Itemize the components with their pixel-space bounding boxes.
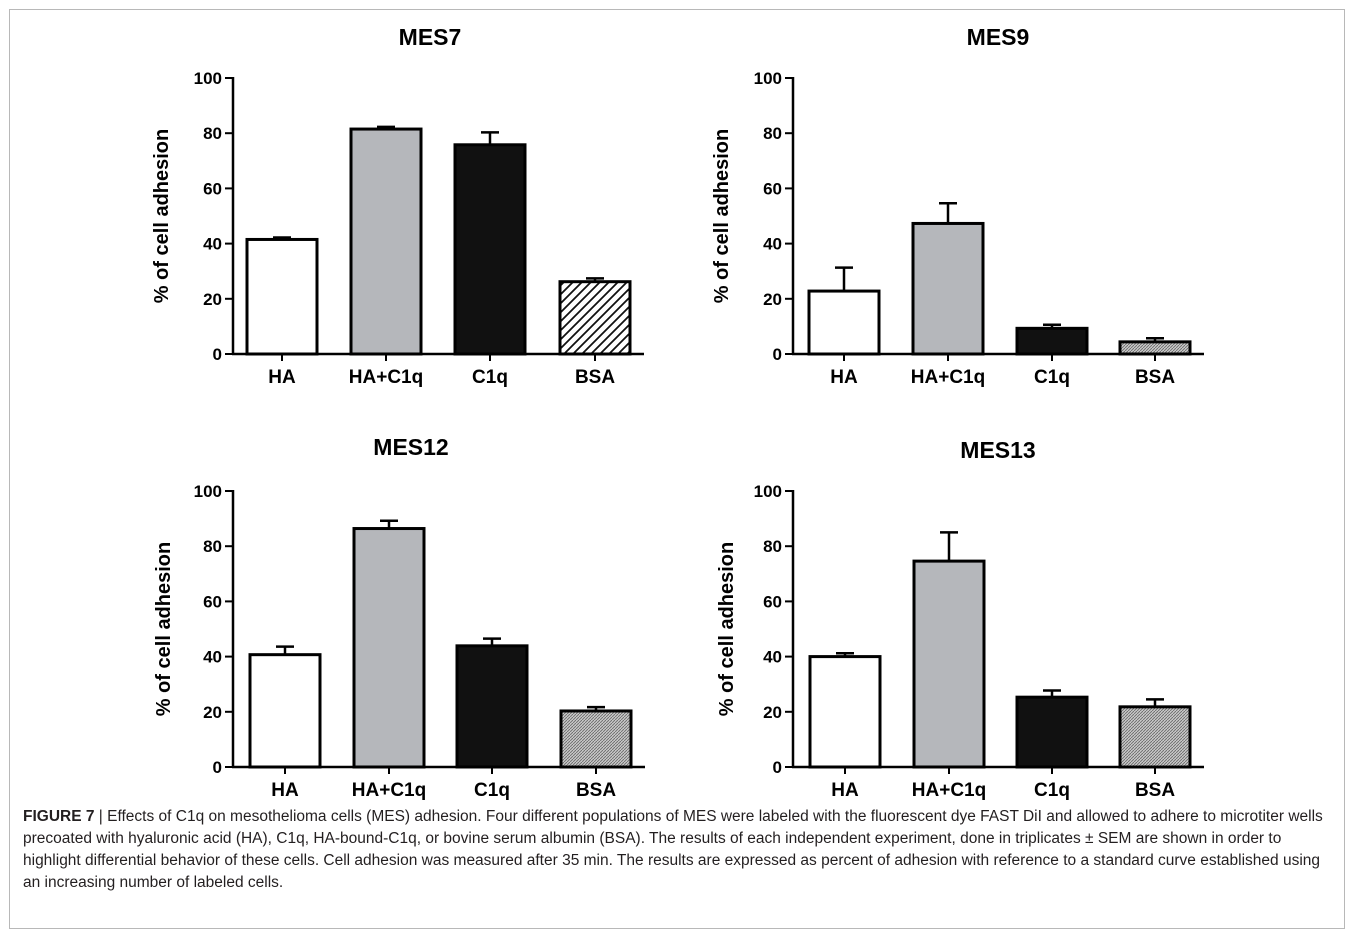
y-tick-label: 100 — [194, 69, 222, 88]
x-tick-label: HA — [831, 780, 859, 800]
x-tick-label: HA — [830, 367, 858, 388]
caption-separator: | — [94, 808, 108, 825]
figure-charts: MES7 % of cell adhesion 0 20 40 60 80 100 HA HA+C… — [151, 24, 1204, 800]
y-tick-label: 80 — [763, 124, 782, 143]
bar-bsa — [1118, 705, 1192, 769]
bar-ha — [807, 289, 881, 356]
x-tick-label: HA+C1q — [912, 780, 986, 800]
figure-label: FIGURE 7 — [23, 808, 95, 825]
y-axis-label: % of cell adhesion — [151, 129, 173, 303]
x-tick-label: C1q — [472, 367, 508, 388]
y-tick-label: 80 — [203, 537, 222, 556]
y-axis-label: % of cell adhesion — [153, 542, 175, 716]
y-tick-label: 60 — [763, 179, 782, 198]
x-tick-label: HA+C1q — [911, 367, 985, 388]
y-tick-label: 100 — [194, 482, 222, 501]
bar-bsa — [559, 709, 633, 769]
y-tick-label: 60 — [203, 592, 222, 611]
y-tick-label: 20 — [203, 703, 222, 722]
x-tick-label: C1q — [1034, 780, 1070, 800]
y-tick-label: 40 — [763, 648, 782, 667]
chart-panel-mes13: MES13 % of cell adhesion 0 20 40 60 80 100 HA HA+… — [716, 437, 1204, 800]
y-tick-label: 80 — [763, 537, 782, 556]
bar-c1q — [453, 143, 527, 356]
figure-frame — [9, 9, 1345, 929]
bar-ha-c1q — [352, 527, 426, 769]
figure-caption: FIGURE 7 | Effects of C1q on mesotheliom… — [23, 806, 1335, 894]
y-tick-label: 20 — [763, 703, 782, 722]
y-tick-label: 80 — [203, 124, 222, 143]
x-tick-label: HA — [268, 367, 296, 388]
chart-title: MES9 — [967, 24, 1030, 50]
chart-title: MES12 — [373, 434, 448, 460]
bar-bsa — [1118, 340, 1192, 356]
x-tick-label: HA+C1q — [349, 367, 423, 388]
x-tick-label: C1q — [1034, 367, 1070, 388]
y-tick-label: 20 — [763, 290, 782, 309]
y-tick-label: 0 — [213, 758, 222, 777]
y-tick-label: 100 — [754, 482, 782, 501]
x-tick-label: HA+C1q — [352, 780, 426, 800]
bar-ha-c1q — [349, 127, 423, 356]
chart-panel-mes9: MES9 % of cell adhesion 0 20 40 60 80 100 HA HA+C… — [711, 24, 1204, 388]
y-tick-label: 40 — [203, 235, 222, 254]
chart-panel-mes12: MES12 % of cell adhesion 0 20 40 60 80 100 HA HA+… — [153, 434, 645, 800]
chart-title: MES7 — [399, 24, 462, 50]
x-tick-label: BSA — [575, 367, 615, 388]
x-tick-label: HA — [271, 780, 299, 800]
chart-panel-mes7: MES7 % of cell adhesion 0 20 40 60 80 100 HA HA+C… — [151, 24, 644, 388]
y-tick-label: 20 — [203, 290, 222, 309]
y-tick-label: 0 — [773, 758, 782, 777]
chart-title: MES13 — [960, 437, 1035, 463]
x-tick-label: BSA — [1135, 780, 1175, 800]
bar-ha — [248, 653, 322, 769]
y-axis-label: % of cell adhesion — [711, 129, 733, 303]
y-tick-label: 0 — [773, 345, 782, 364]
y-tick-label: 40 — [203, 648, 222, 667]
bar-ha-c1q — [912, 559, 986, 769]
y-tick-label: 100 — [754, 69, 782, 88]
y-tick-label: 60 — [203, 179, 222, 198]
y-tick-label: 40 — [763, 235, 782, 254]
y-tick-label: 60 — [763, 592, 782, 611]
bar-ha — [808, 655, 882, 769]
x-tick-label: BSA — [576, 780, 616, 800]
y-axis-label: % of cell adhesion — [716, 542, 738, 716]
bar-ha — [245, 237, 319, 356]
y-tick-label: 0 — [213, 345, 222, 364]
bar-ha-c1q — [911, 221, 985, 356]
bar-c1q — [455, 644, 529, 769]
bar-c1q — [1015, 326, 1089, 356]
x-tick-label: C1q — [474, 780, 510, 800]
caption-text: Effects of C1q on mesothelioma cells (ME… — [23, 808, 1323, 891]
x-tick-label: BSA — [1135, 367, 1175, 388]
bar-bsa — [558, 280, 632, 356]
bar-c1q — [1015, 695, 1089, 769]
